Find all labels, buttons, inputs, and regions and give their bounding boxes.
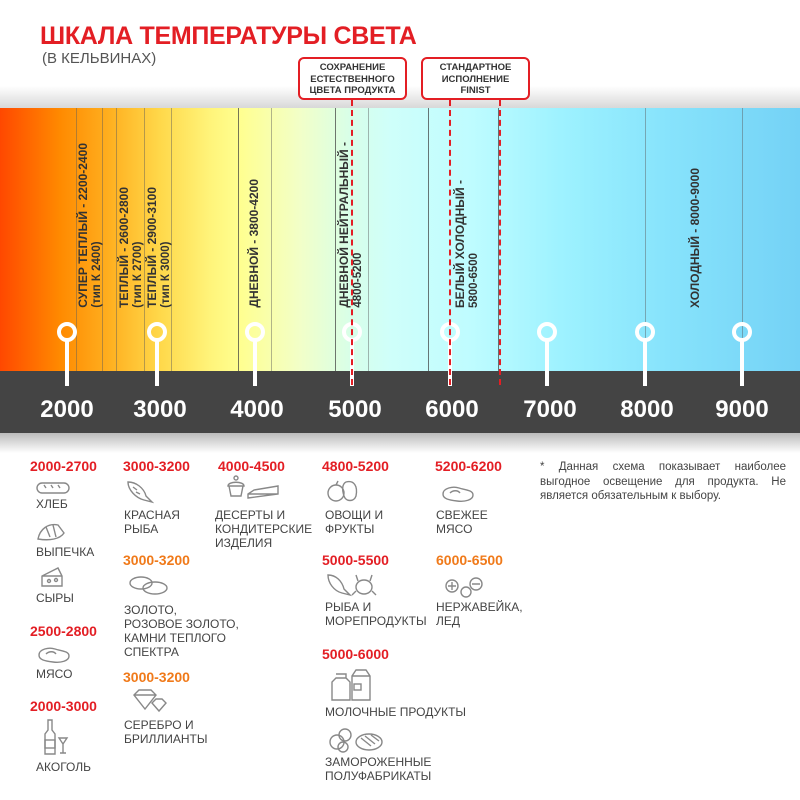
vegetables-fruits-icon	[326, 476, 362, 509]
callout-finist-standard: СТАНДАРТНОЕ ИСПОЛНЕНИЕ FINIST	[421, 57, 530, 100]
range-label: 2000-3000	[30, 698, 97, 714]
rings-icon	[128, 574, 170, 601]
zone-divider	[116, 108, 117, 372]
zone-divider	[238, 108, 239, 372]
zone-label: БЕЛЫЙ ХОЛОДНЫЙ -5800-6500	[453, 180, 480, 308]
zone-divider	[76, 108, 77, 372]
fresh-meat-icon	[440, 484, 476, 509]
range-label: 5200-6200	[435, 458, 502, 474]
range-label: 3000-3200	[123, 458, 190, 474]
range-label: 5000-6000	[322, 646, 389, 662]
product-label: СВЕЖЕЕ МЯСО	[436, 508, 488, 536]
range-label: 2500-2800	[30, 623, 97, 639]
zone-label: ТЕПЛЫЙ - 2600-2800 (тип К 2700)	[117, 187, 144, 308]
dessert-icon	[224, 474, 282, 507]
range-label: 4000-4500	[218, 458, 285, 474]
product-label: КРАСНАЯ РЫБА	[124, 508, 180, 536]
scale-pin	[57, 322, 77, 386]
scale-shadow	[0, 433, 800, 453]
pastry-icon	[36, 517, 66, 548]
scale-pin	[245, 322, 265, 386]
alcohol-icon	[42, 718, 70, 761]
zone-divider	[271, 108, 272, 372]
page-title: ШКАЛА ТЕМПЕРАТУРЫ СВЕТА	[40, 22, 417, 50]
product-label: СЫРЫ	[36, 591, 74, 605]
scale-value: 8000	[620, 396, 674, 423]
scale-pin	[635, 322, 655, 386]
ice-cubes-icon	[444, 576, 484, 603]
red-dashed-marker	[449, 100, 451, 385]
zone-divider	[428, 108, 429, 372]
zone-divider	[335, 108, 336, 372]
frozen-food-icon	[327, 726, 383, 759]
product-label: ХЛЕБ	[36, 497, 68, 511]
color-temperature-gradient	[0, 108, 800, 372]
zone-divider	[645, 108, 646, 372]
product-label: ВЫПЕЧКА	[36, 545, 95, 559]
scale-value: 7000	[523, 396, 577, 423]
scale-band	[0, 371, 800, 433]
product-label: МЯСО	[36, 667, 73, 681]
zone-divider	[498, 108, 499, 372]
zone-divider	[102, 108, 103, 372]
product-label: ДЕСЕРТЫ И КОНДИТЕРСКИЕ ИЗДЕЛИЯ	[215, 508, 313, 550]
dairy-icon	[330, 668, 374, 707]
zone-label: ДНЕВНОЙ - 3800-4200	[247, 179, 261, 308]
scale-value: 6000	[425, 396, 479, 423]
product-label: РЫБА И МОРЕПРОДУКТЫ	[325, 600, 427, 628]
callout-natural-color: СОХРАНЕНИЕ ЕСТЕСТВЕННОГО ЦВЕТА ПРОДУКТА	[298, 57, 407, 100]
range-label: 3000-3200	[123, 669, 190, 685]
product-label: ЗОЛОТО, РОЗОВОЕ ЗОЛОТО, КАМНИ ТЕПЛОГО СПЕКТ…	[124, 603, 239, 659]
product-label: ЗАМОРОЖЕННЫЕ ПОЛУФАБРИКАТЫ	[325, 755, 432, 783]
range-label: 5000-5500	[322, 552, 389, 568]
scale-pin	[732, 322, 752, 386]
red-dashed-marker	[351, 100, 353, 385]
product-label: ОВОЩИ И ФРУКТЫ	[325, 508, 384, 536]
zone-label: СУПЕР ТЕПЛЫЙ - 2200-2400 (тип К 2400)	[76, 143, 103, 308]
product-label: АКОГОЛЬ	[36, 760, 91, 774]
footnote: * Данная схема показывает наиболее выгод…	[540, 461, 786, 502]
page-subtitle: (В КЕЛЬВИНАХ)	[42, 50, 157, 67]
product-label: СЕРЕБРО И БРИЛЛИАНТЫ	[124, 718, 208, 746]
scale-value: 5000	[328, 396, 382, 423]
scale-value: 9000	[715, 396, 769, 423]
diamond-icon	[132, 689, 168, 718]
meat-icon	[36, 646, 72, 669]
zone-label: ТЕПЛЫЙ - 2900-3100 (тип К 3000)	[145, 187, 172, 308]
scale-pin	[147, 322, 167, 386]
cheese-icon	[40, 566, 64, 593]
seafood-icon	[326, 571, 380, 604]
zone-label: ХОЛОДНЫЙ - 8000-9000	[688, 168, 702, 308]
zone-divider	[742, 108, 743, 372]
red-dashed-marker	[499, 100, 501, 385]
fish-icon	[126, 478, 155, 511]
range-label: 4800-5200	[322, 458, 389, 474]
range-label: 3000-3200	[123, 552, 190, 568]
zone-divider	[144, 108, 145, 372]
zone-divider	[171, 108, 172, 372]
scale-pin	[537, 322, 557, 386]
product-label: НЕРЖАВЕЙКА, ЛЕД	[436, 600, 523, 628]
scale-value: 3000	[133, 396, 187, 423]
range-label: 6000-6500	[436, 552, 503, 568]
product-label: МОЛОЧНЫЕ ПРОДУКТЫ	[325, 705, 467, 719]
scale-value: 2000	[40, 396, 94, 423]
zone-divider	[368, 108, 369, 372]
bread-icon	[36, 481, 70, 500]
range-label: 2000-2700	[30, 458, 97, 474]
scale-value: 4000	[230, 396, 284, 423]
